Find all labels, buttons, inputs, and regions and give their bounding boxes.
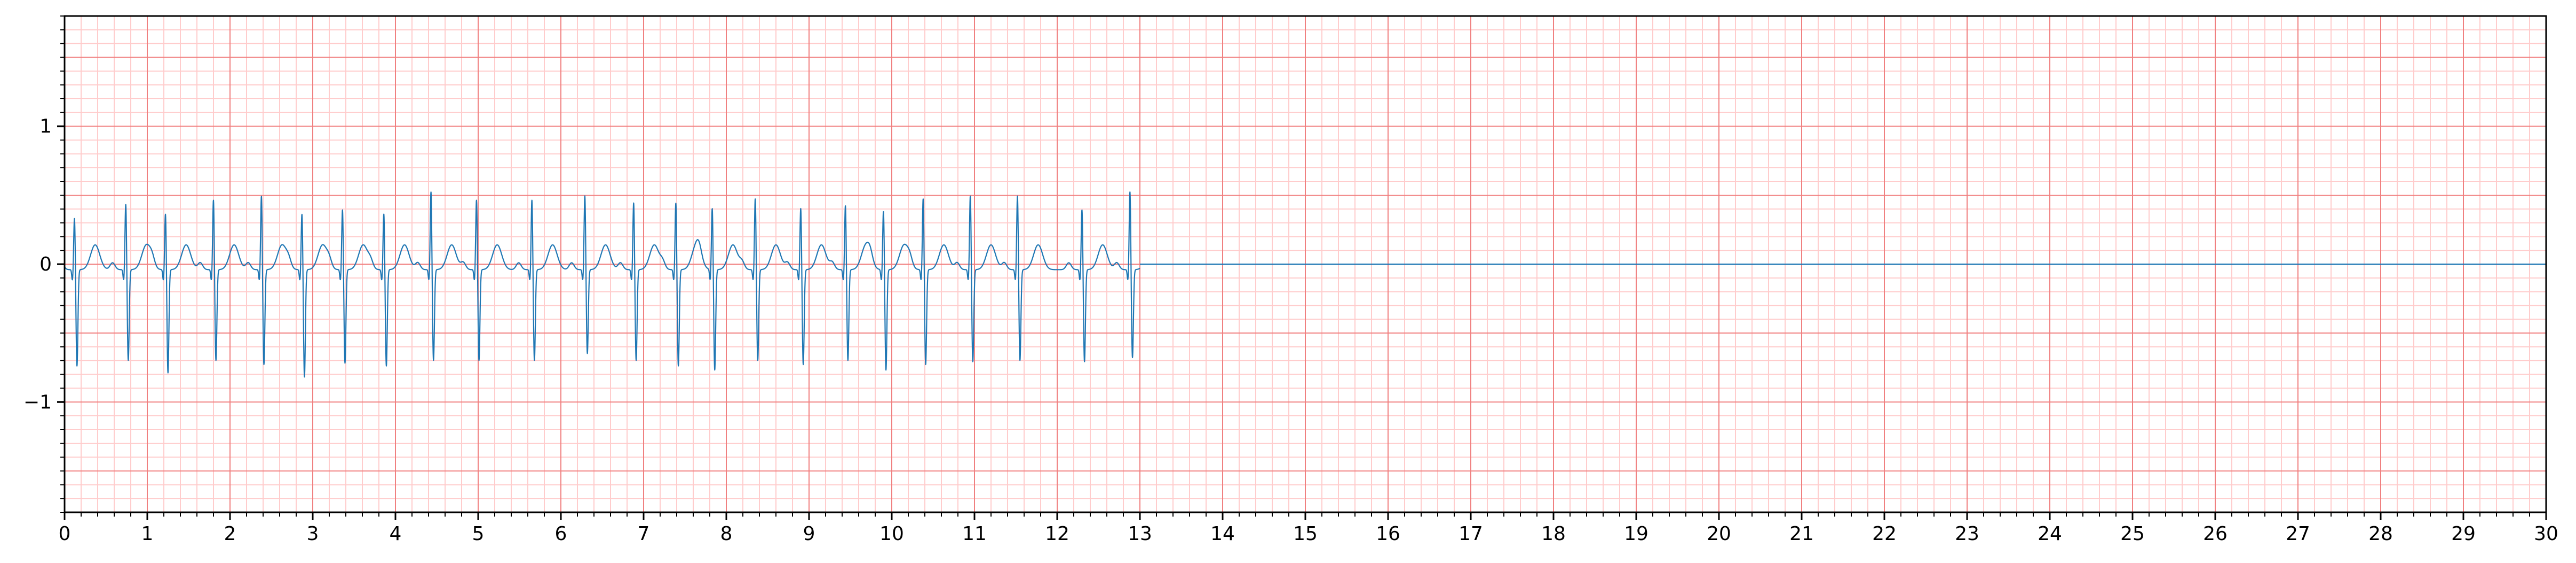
- x-tick-label: 11: [962, 523, 987, 545]
- x-tick-label: 2: [224, 523, 236, 545]
- x-tick-label: 26: [2203, 523, 2228, 545]
- x-tick-label: 20: [1707, 523, 1731, 545]
- y-tick-label: 1: [39, 116, 52, 138]
- x-tick-label: 0: [59, 523, 71, 545]
- x-tick-label: 3: [307, 523, 319, 545]
- x-tick-label: 21: [1789, 523, 1814, 545]
- y-tick-label: −1: [23, 391, 52, 413]
- x-tick-label: 30: [2534, 523, 2558, 545]
- x-tick-label: 6: [555, 523, 567, 545]
- x-axis: 0 1 2 3 4 5 6 7 8 9 10 11 12 13 14 15 16 17 18 19 20 21 22 23 24…: [59, 512, 2558, 545]
- x-tick-label: 16: [1376, 523, 1400, 545]
- x-tick-label: 29: [2451, 523, 2476, 545]
- x-tick-label: 5: [472, 523, 485, 545]
- x-tick-label: 27: [2286, 523, 2310, 545]
- ecg-trace-line: [64, 191, 1140, 378]
- x-tick-label: 13: [1128, 523, 1152, 545]
- x-tick-label: 14: [1210, 523, 1235, 545]
- x-tick-label: 15: [1293, 523, 1318, 545]
- x-tick-label: 1: [141, 523, 154, 545]
- x-tick-label: 7: [638, 523, 650, 545]
- x-tick-label: 8: [720, 523, 733, 545]
- x-tick-label: 23: [1955, 523, 1979, 545]
- x-tick-label: 17: [1459, 523, 1483, 545]
- x-tick-label: 22: [1872, 523, 1897, 545]
- x-tick-label: 28: [2368, 523, 2393, 545]
- x-tick-label: 25: [2120, 523, 2145, 545]
- x-tick-label: 4: [390, 523, 402, 545]
- y-axis: −1 0 1: [23, 15, 65, 513]
- x-tick-label: 18: [1541, 523, 1566, 545]
- x-tick-label: 12: [1045, 523, 1069, 545]
- x-tick-label: 19: [1624, 523, 1648, 545]
- y-tick-label: 0: [39, 253, 52, 275]
- series-group: [64, 191, 2546, 378]
- x-tick-label: 10: [879, 523, 904, 545]
- x-tick-label: 24: [2038, 523, 2062, 545]
- x-tick-label: 9: [803, 523, 815, 545]
